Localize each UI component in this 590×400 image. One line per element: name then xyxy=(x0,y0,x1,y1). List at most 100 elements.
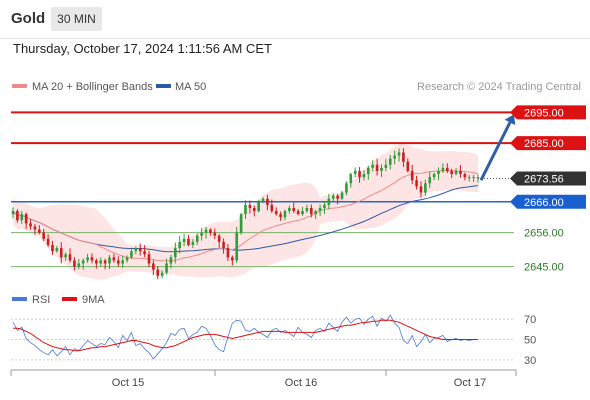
candle-body xyxy=(283,211,287,218)
candle-body xyxy=(217,235,221,242)
candle-body xyxy=(165,263,168,273)
candle-body xyxy=(226,248,230,258)
candle-body xyxy=(231,257,234,261)
candle-body xyxy=(59,248,63,258)
candle-body xyxy=(445,167,449,171)
candle-body xyxy=(270,204,274,212)
candle-body xyxy=(11,211,15,215)
last-price-tag xyxy=(510,171,586,186)
candle-body xyxy=(288,207,291,212)
candle-body xyxy=(358,170,361,178)
candle-body xyxy=(182,238,186,242)
candle-body xyxy=(292,207,296,212)
ma20-legend-swatch xyxy=(12,84,27,88)
candle-body xyxy=(380,167,383,171)
candle-body xyxy=(340,192,344,199)
candle-body xyxy=(16,211,19,221)
support-label: 2656.00 xyxy=(524,228,564,240)
candle-body xyxy=(305,207,309,212)
candle-body xyxy=(187,238,190,245)
candle-body xyxy=(147,254,151,264)
candle-body xyxy=(138,248,142,252)
candle-body xyxy=(29,223,32,227)
rsi-legend-label: RSI xyxy=(32,294,50,306)
candle-body xyxy=(419,186,423,193)
candle-body xyxy=(441,167,445,171)
candle-body xyxy=(384,164,388,168)
candle-body xyxy=(195,235,199,242)
candle-body xyxy=(463,174,467,178)
candle-body xyxy=(51,244,54,252)
candle-body xyxy=(393,155,396,159)
candle-body xyxy=(125,257,129,261)
candle-body xyxy=(46,238,50,245)
candle-body xyxy=(86,257,89,261)
rsi-ma-legend-label: 9MA xyxy=(82,294,105,306)
rsi-line xyxy=(12,314,478,360)
candle-body xyxy=(472,177,475,179)
candle-body xyxy=(424,183,427,193)
candle-body xyxy=(239,214,243,233)
candle-body xyxy=(108,257,111,264)
rsi-legend-swatch xyxy=(12,297,27,301)
x-tick-label: Oct 17 xyxy=(454,377,486,389)
chart-header: Gold 30 MIN xyxy=(0,0,590,39)
rsi-tick-label: 50 xyxy=(524,335,536,347)
candle-body xyxy=(156,269,160,276)
ma50-legend-swatch xyxy=(156,84,171,88)
candle-body xyxy=(309,207,313,215)
ma50-legend-label: MA 50 xyxy=(175,81,206,93)
chart-datetime: Thursday, October 17, 2024 1:11:56 AM CE… xyxy=(13,41,272,56)
candle-body xyxy=(68,254,72,261)
rsi-panel: 70 50 30 xyxy=(11,314,536,367)
candle-body xyxy=(248,204,252,208)
x-axis: Oct 15 Oct 16 Oct 17 xyxy=(10,369,517,389)
level-price-tag xyxy=(510,105,586,120)
candle-body xyxy=(173,248,177,258)
candle-body xyxy=(415,180,418,187)
candle-body xyxy=(103,260,107,264)
x-tick-label: Oct 15 xyxy=(112,377,144,389)
candle-body xyxy=(336,195,339,199)
candle-body xyxy=(77,263,81,267)
candle-body xyxy=(459,170,462,175)
candle-body xyxy=(160,272,164,276)
timeframe-badge[interactable]: 30 MIN xyxy=(51,7,102,31)
candle-body xyxy=(437,170,440,175)
level-price-tag xyxy=(510,136,586,151)
level-price-tag xyxy=(510,194,586,209)
candle-body xyxy=(38,229,41,233)
candle-body xyxy=(476,177,480,179)
candle-body xyxy=(318,207,322,212)
candle-body xyxy=(323,204,326,208)
candle-body xyxy=(362,174,366,178)
candle-body xyxy=(204,229,208,233)
candle-body xyxy=(112,257,116,261)
candle-body xyxy=(301,211,304,215)
candle-body xyxy=(116,260,120,264)
candle-body xyxy=(252,207,256,212)
candle-body xyxy=(331,195,335,199)
candle-body xyxy=(191,241,195,245)
candle-body xyxy=(64,254,67,258)
candle-body xyxy=(235,232,239,261)
candle-body xyxy=(42,232,46,239)
candle-body xyxy=(134,248,138,252)
candle-body xyxy=(222,241,225,249)
candle-body xyxy=(450,170,453,175)
main-legend: MA 20 + Bollinger Bands MA 50 Research ©… xyxy=(12,81,581,93)
candle-body xyxy=(24,214,28,224)
rsi-ma-legend-swatch xyxy=(62,297,77,301)
candle-body xyxy=(95,260,98,264)
candle-body xyxy=(279,214,282,218)
candle-body xyxy=(143,251,146,255)
ma20-legend-label: MA 20 + Bollinger Bands xyxy=(32,81,153,93)
candle-body xyxy=(428,177,432,184)
candle-body xyxy=(410,170,414,181)
candle-body xyxy=(261,198,265,202)
candle-body xyxy=(209,229,212,233)
candle-body xyxy=(20,214,24,221)
support-label: 2645.00 xyxy=(524,262,564,274)
candle-body xyxy=(371,164,375,168)
